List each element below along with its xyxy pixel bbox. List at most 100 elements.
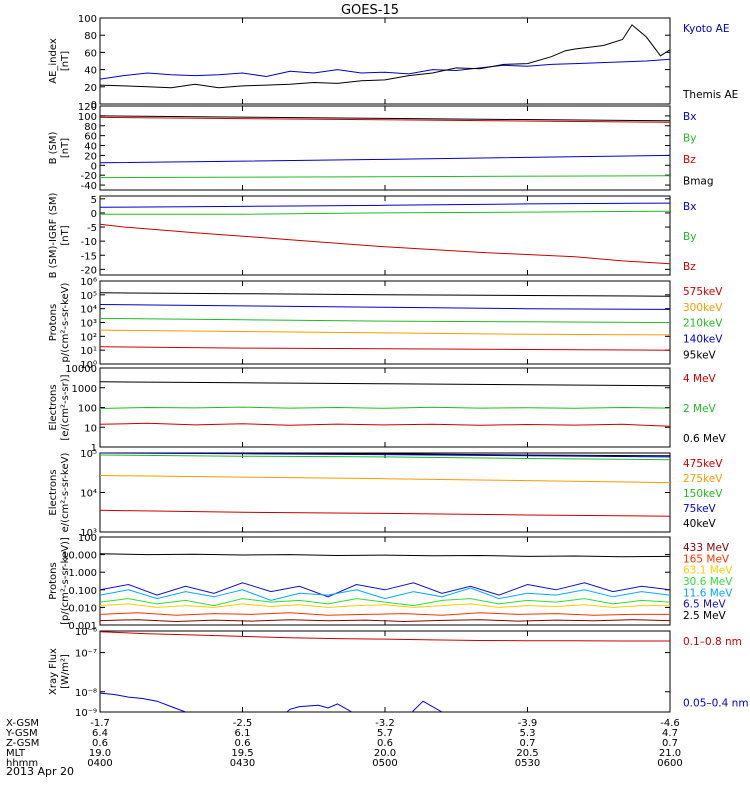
y-tick-label: 10⁵ xyxy=(80,291,97,302)
y-tick-label: 0.001 xyxy=(68,621,97,632)
y-axis-label: p/(cm²-s-sr-keV) xyxy=(60,282,71,362)
panel-xray: 10⁻⁹ 10⁻⁸ 10⁻⁷ 10⁻⁶ Xray Flux [W/m²] 0.1–0.8 n… xyxy=(48,627,749,719)
legend-entry: 6.5 MeV xyxy=(683,599,727,611)
y-tick-label: 100 xyxy=(78,404,97,415)
panel-bigrf: -20 -15 -10 -5 0 5 B (SM)-IGRF (SM) [nT] Bx By Bz xyxy=(48,193,696,279)
series-line-themis-ae xyxy=(100,24,670,89)
panel-frame xyxy=(99,630,671,713)
y-tick-label: 10⁻⁷ xyxy=(75,649,97,660)
legend-entry: Kyoto AE xyxy=(683,23,729,35)
plot-date: 2013 Apr 20 xyxy=(6,765,74,778)
legend-entry: 150keV xyxy=(683,488,723,500)
legend-entry: 0.1–0.8 nm xyxy=(683,636,742,648)
x-axis-table: X-GSM -1.7 -2.5 -3.2 -3.9 -4.6 Y-GSM 6.4 6.1 5.7 5… xyxy=(5,718,683,769)
y-tick-label: 10⁴ xyxy=(80,489,97,500)
y-tick-label: -40 xyxy=(81,181,97,192)
series-line-bz xyxy=(100,116,670,123)
series-line-165-mev xyxy=(100,612,670,616)
y-axis-label: [e/(cm²-s-sr)] xyxy=(60,374,71,440)
series-line-2-mev xyxy=(100,406,670,409)
y-axis-label: Protons xyxy=(48,304,59,341)
panel-frame xyxy=(99,452,671,533)
x-tick-label: -2.5 xyxy=(233,718,253,729)
legend-entry: By xyxy=(683,231,696,243)
x-tick-label: -3.2 xyxy=(375,718,395,729)
series-line-bx xyxy=(100,154,670,164)
legend-entry: 30.6 MeV xyxy=(683,576,733,588)
y-tick-label: 20 xyxy=(84,83,97,94)
y-axis-label: [W/m²] xyxy=(60,654,71,689)
y-tick-label: 10⁰ xyxy=(80,360,97,371)
panel-frame xyxy=(99,536,671,626)
y-tick-label: 60 xyxy=(84,48,97,59)
legend-entry: Bz xyxy=(683,154,696,166)
y-tick-label: 100 xyxy=(78,533,97,544)
y-axis-label: B (SM) xyxy=(48,131,59,164)
series-line-140kev xyxy=(100,304,670,310)
y-tick-label: 10⁶ xyxy=(80,277,97,288)
y-axis-label: e/(cm²-s-sr-keV) xyxy=(60,453,71,533)
y-axis-label: [p/(cm²-s-sr-keV)] xyxy=(60,537,71,625)
series-line-2-5-mev xyxy=(100,553,670,558)
series-line-75kev xyxy=(100,453,670,458)
legend-entry: 140keV xyxy=(683,334,723,346)
legend-entry: Themis AE xyxy=(682,89,738,101)
y-tick-label: 10² xyxy=(80,332,97,343)
legend-entry: By xyxy=(683,132,696,144)
legend-entry: 475keV xyxy=(683,458,723,470)
panel-ae: 0 20 40 60 80 100 AE_index [nT] Kyoto AE Themis A… xyxy=(48,14,738,111)
series-line-4-mev xyxy=(100,422,670,427)
x-tick-label: -3.9 xyxy=(518,718,538,729)
legend-entry: 11.6 MeV xyxy=(683,587,733,599)
y-axis-label: [nT] xyxy=(60,138,71,158)
y-tick-label: 10 xyxy=(84,423,97,434)
x-tick-label: 20.5 xyxy=(516,748,538,759)
x-tick-label: 20.0 xyxy=(374,748,396,759)
series-line-11-6-mev xyxy=(100,587,670,601)
legend-entry: 275keV xyxy=(683,473,723,485)
x-tick-label: 0530 xyxy=(515,758,540,769)
x-row-label: hhmm xyxy=(6,758,38,769)
y-tick-label: 60 xyxy=(84,132,97,143)
legend-entry: 300keV xyxy=(683,302,723,314)
y-tick-label: 10³ xyxy=(80,528,97,539)
y-tick-label: 5 xyxy=(91,195,97,206)
y-tick-label: 1.000 xyxy=(68,568,97,579)
legend-entry: 2.5 MeV xyxy=(683,610,727,622)
y-tick-label: 0 xyxy=(91,209,97,220)
y-tick-label: 100 xyxy=(78,14,97,25)
x-tick-label: 5.3 xyxy=(520,728,536,739)
y-tick-label: 1000 xyxy=(72,384,97,395)
x-tick-label: 19.5 xyxy=(231,748,253,759)
series-line-0-1-0-8-nm xyxy=(100,631,670,642)
x-tick-label: 6.1 xyxy=(235,728,251,739)
y-tick-label: 0.010 xyxy=(68,603,97,614)
legend-entry: Bx xyxy=(683,111,696,123)
series-line-6-5-mev xyxy=(100,582,670,598)
x-row-label: X-GSM xyxy=(6,718,39,729)
series-line-475kev xyxy=(100,509,670,517)
x-tick-label: 0400 xyxy=(87,758,112,769)
y-tick-label: -5 xyxy=(87,223,97,234)
y-tick-label: 40 xyxy=(84,66,97,77)
series-line-300kev xyxy=(100,329,670,336)
y-tick-label: -15 xyxy=(81,251,97,262)
series-line-210kev xyxy=(100,317,670,323)
y-tick-label: 10⁻⁹ xyxy=(75,708,97,719)
series-line-433-mev xyxy=(100,619,670,623)
x-tick-label: 0600 xyxy=(657,758,682,769)
y-axis-label: Xray Flux xyxy=(48,648,59,695)
series-line-30-6-mev xyxy=(100,598,670,607)
series-line-150kev xyxy=(100,454,670,461)
series-line-by xyxy=(100,175,670,179)
x-tick-label: 0.6 xyxy=(235,738,251,749)
y-axis-label: AE_index xyxy=(48,38,59,84)
x-tick-label: 6.4 xyxy=(92,728,108,739)
y-tick-label: 10000 xyxy=(65,364,97,375)
y-axis-label: Protons xyxy=(48,562,59,599)
x-row-label: Y-GSM xyxy=(5,728,38,739)
legend-entry: 40keV xyxy=(683,518,717,530)
x-tick-label: -1.7 xyxy=(90,718,110,729)
series-line-by xyxy=(100,210,670,215)
